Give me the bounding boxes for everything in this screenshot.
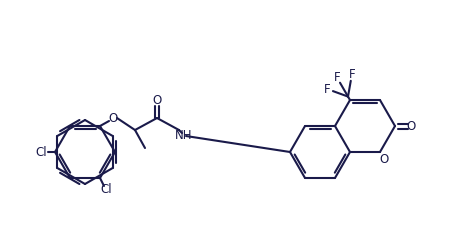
Text: F: F [324,82,331,96]
Text: O: O [406,119,416,132]
Text: O: O [152,94,161,106]
Text: F: F [334,71,340,84]
Text: NH: NH [175,128,193,141]
Text: F: F [348,68,355,81]
Text: O: O [380,153,389,166]
Text: Cl: Cl [100,183,112,196]
Text: Cl: Cl [35,146,47,159]
Text: O: O [109,112,118,124]
